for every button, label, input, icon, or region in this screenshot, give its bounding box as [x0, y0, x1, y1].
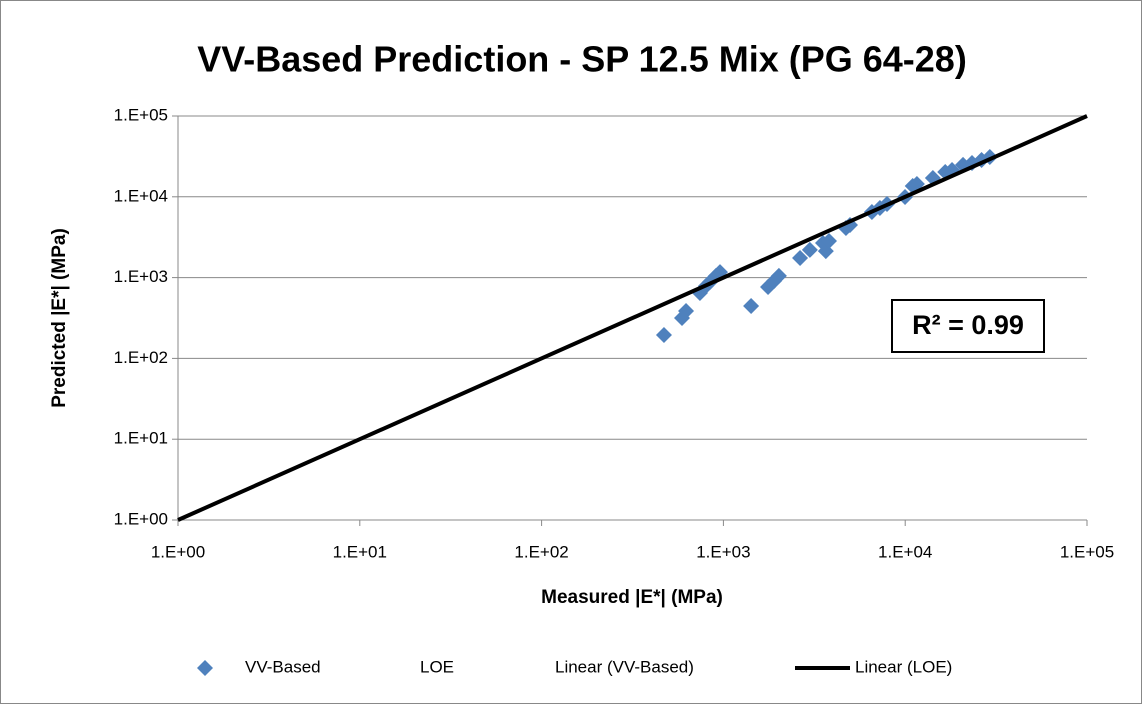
legend-marker	[197, 660, 213, 676]
y-tick-label: 1.E+02	[114, 348, 168, 367]
legend-label: Linear (LOE)	[855, 657, 952, 676]
point	[792, 249, 809, 266]
y-tick-label: 1.E+01	[114, 429, 168, 448]
x-tick-label: 1.E+05	[1060, 542, 1114, 561]
annotation: R² = 0.99	[912, 310, 1024, 340]
point	[821, 232, 838, 249]
annotation-box	[891, 299, 1045, 353]
x-tick-label: 1.E+04	[878, 542, 932, 561]
line	[177, 114, 1088, 522]
legend-label: Linear (VV-Based)	[555, 657, 694, 676]
y-axis-title: Predicted |E*| (MPa)	[49, 228, 70, 408]
y-tick-label: 1.E+03	[114, 267, 168, 286]
y-tick-label: 1.E+00	[114, 509, 168, 528]
x-tick-label: 1.E+00	[151, 542, 205, 561]
y-tick-label: 1.E+04	[114, 186, 168, 205]
chart-title: VV-Based Prediction - SP 12.5 Mix (PG 64…	[197, 39, 967, 80]
x-tick-label: 1.E+01	[333, 542, 387, 561]
point	[770, 267, 787, 284]
x-tick-label: 1.E+02	[514, 542, 568, 561]
x-tick-label: 1.E+03	[696, 542, 750, 561]
legend-label: VV-Based	[245, 657, 321, 676]
point	[655, 326, 672, 343]
point	[743, 298, 760, 315]
point	[678, 303, 695, 320]
x-axis-title: Measured |E*| (MPa)	[541, 587, 723, 608]
legend-label: LOE	[420, 657, 454, 676]
point	[801, 241, 818, 258]
y-tick-label: 1.E+05	[114, 105, 168, 124]
